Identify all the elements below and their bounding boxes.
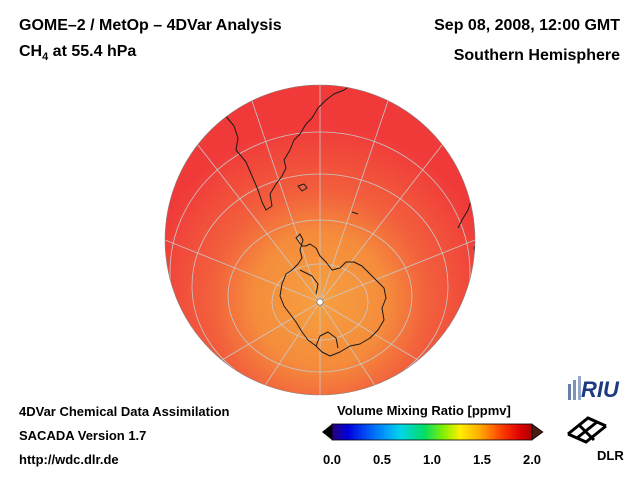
colorbar-tick-label: 1.5 <box>472 452 492 467</box>
colorbar-tick-label: 0.5 <box>372 452 392 467</box>
pressure-level: at 55.4 hPa <box>48 43 137 60</box>
colorbar-tick-label: 2.0 <box>522 452 542 467</box>
graticule <box>165 85 475 395</box>
colorbar-tick-label: 1.0 <box>422 452 442 467</box>
colorbar-title: Volume Mixing Ratio [ppmv] <box>337 403 511 418</box>
weddell-sea-edge <box>299 269 319 295</box>
riu-logo: RIU <box>568 376 620 402</box>
southern-hemisphere-map <box>164 84 476 396</box>
colorbar-over-arrow-icon <box>531 423 544 441</box>
globe-outline <box>164 84 476 396</box>
hemisphere-label: Southern Hemisphere <box>453 47 620 64</box>
map-title: GOME–2 / MetOp – 4DVar Analysis <box>19 17 282 34</box>
footer-url: http://wdc.dlr.de <box>19 452 119 467</box>
dlr-logo-text: DLR <box>597 448 624 463</box>
south-pole-marker-icon <box>316 298 324 306</box>
ross-ice-shelf <box>315 331 339 349</box>
analysis-datetime: Sep 08, 2008, 12:00 GMT <box>434 17 620 34</box>
madagascar <box>473 237 475 257</box>
species-name: CH <box>19 43 43 60</box>
footer-system: 4DVar Chemical Data Assimilation <box>19 404 230 419</box>
colorbar-ramp <box>331 423 533 441</box>
antarctica-coast <box>279 233 387 357</box>
species-level-label: CH4 at 55.4 hPa <box>19 43 136 63</box>
south-georgia <box>351 211 359 215</box>
colorbar-under-arrow-icon <box>322 424 332 440</box>
colorbar <box>322 423 544 441</box>
dlr-logo-icon <box>567 416 607 444</box>
south-america-coast <box>223 85 351 211</box>
falkland-islands <box>297 183 308 192</box>
colorbar-tick-label: 0.0 <box>322 452 342 467</box>
footer-version: SACADA Version 1.7 <box>19 428 147 443</box>
species-subscript: 4 <box>42 51 49 63</box>
riu-logo-text: RIU <box>581 377 620 402</box>
